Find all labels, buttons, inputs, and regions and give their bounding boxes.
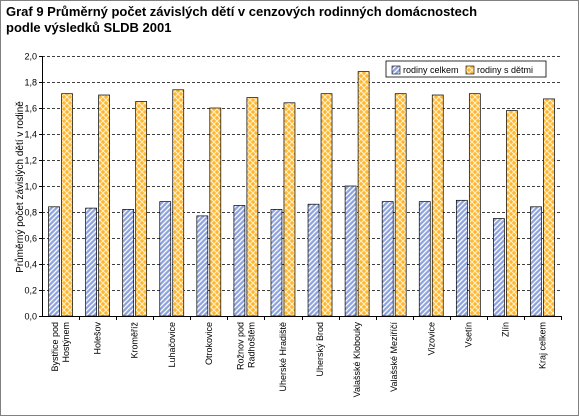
x-category-label: Bystřice pod xyxy=(50,322,60,372)
bar-rodiny-s-detmi xyxy=(543,98,555,317)
gridlines xyxy=(42,56,561,291)
bar-rodiny-celkem xyxy=(455,199,468,317)
bar-rodiny-s-detmi xyxy=(246,97,259,317)
x-category-label: Vizovice xyxy=(426,322,436,355)
bar-rodiny-celkem xyxy=(270,209,283,317)
y-tick-label: 1,4 xyxy=(24,130,37,140)
y-tick-label: 2,0 xyxy=(24,52,37,62)
chart-title-line-2: podle výsledků SLDB 2001 xyxy=(6,20,172,35)
x-category-label: Valašské Klobouky xyxy=(352,322,362,398)
x-category-label: Vsetín xyxy=(463,322,473,348)
bar-rodiny-celkem xyxy=(530,206,542,317)
bar-rodiny-s-detmi xyxy=(431,94,444,317)
bar-rodiny-s-detmi xyxy=(209,107,222,317)
bar-rodiny-celkem xyxy=(307,203,320,317)
bar-rodiny-celkem xyxy=(233,205,246,317)
bar-rodiny-s-detmi xyxy=(468,93,481,317)
y-tick-label: 0,8 xyxy=(24,208,37,218)
y-tick-label: 1,6 xyxy=(24,104,37,114)
bar-rodiny-celkem xyxy=(122,209,135,317)
bar-rodiny-celkem xyxy=(48,206,60,317)
x-category-label: Kraj celkem xyxy=(537,322,547,369)
bar-rodiny-celkem xyxy=(344,185,357,317)
bar-rodiny-celkem xyxy=(159,201,172,317)
chart-title-line-1: Graf 9 Průměrný počet závislých dětí v c… xyxy=(6,4,478,19)
bar-rodiny-s-detmi xyxy=(283,102,296,317)
y-axis-title: Průměrný počet závislých dětí v rodině xyxy=(14,101,26,273)
y-tick-label: 0,4 xyxy=(24,260,37,270)
x-category-label: Valašské Meziříčí xyxy=(389,322,399,392)
bar-rodiny-s-detmi xyxy=(98,94,110,317)
y-tick-label: 1,2 xyxy=(24,156,37,166)
bar-rodiny-celkem xyxy=(196,215,209,317)
bar-rodiny-s-detmi xyxy=(172,89,185,317)
legend-label-rodiny-celkem: rodiny celkem xyxy=(403,65,459,75)
x-category-label: Zlín xyxy=(500,322,510,337)
x-category-label: Uherský Brod xyxy=(315,322,325,377)
bar-rodiny-s-detmi xyxy=(394,93,407,317)
bar-rodiny-celkem xyxy=(418,201,431,317)
axes xyxy=(42,56,561,317)
x-axis-category-labels: Bystřice pod Hostýnem Holešov Kroměříž Luhač… xyxy=(50,316,562,398)
x-category-label: Hostýnem xyxy=(61,322,71,363)
bar-rodiny-celkem xyxy=(493,218,505,317)
bar-rodiny-celkem xyxy=(85,207,97,317)
y-tick-label: 0,2 xyxy=(24,286,37,296)
x-category-label: Rožnov pod xyxy=(235,322,245,370)
legend: rodiny celkem rodiny s dětmi xyxy=(385,60,547,78)
legend-swatch-rodiny-s-detmi xyxy=(465,65,475,75)
y-tick-label: 1,0 xyxy=(24,182,37,192)
x-category-label: Otrokovice xyxy=(204,322,214,365)
bar-rodiny-s-detmi xyxy=(135,101,148,317)
chart-title: Graf 9 Průměrný počet závislých dětí v c… xyxy=(6,4,566,36)
bars xyxy=(48,71,555,317)
bar-rodiny-s-detmi xyxy=(506,110,518,317)
legend-swatch-rodiny-celkem xyxy=(391,65,401,75)
y-axis-ticks: 0,0 0,2 0,4 0,6 0,8 1,0 1,2 1,4 1,6 1,8 2,0 xyxy=(24,52,42,322)
x-category-label: Uherské Hradiště xyxy=(278,322,288,392)
x-category-label: Holešov xyxy=(93,322,103,355)
x-category-label: Radhoštěm xyxy=(246,322,256,368)
y-tick-label: 0,0 xyxy=(24,312,37,322)
x-category-label: Luhačovice xyxy=(167,322,177,368)
bar-rodiny-s-detmi xyxy=(357,71,370,317)
bar-rodiny-s-detmi xyxy=(320,93,333,317)
bar-rodiny-celkem xyxy=(381,201,394,317)
legend-label-rodiny-s-detmi: rodiny s dětmi xyxy=(477,65,533,75)
y-tick-label: 1,8 xyxy=(24,78,37,88)
y-tick-label: 0,6 xyxy=(24,234,37,244)
bar-rodiny-s-detmi xyxy=(61,93,73,317)
x-category-label: Kroměříž xyxy=(130,322,140,359)
